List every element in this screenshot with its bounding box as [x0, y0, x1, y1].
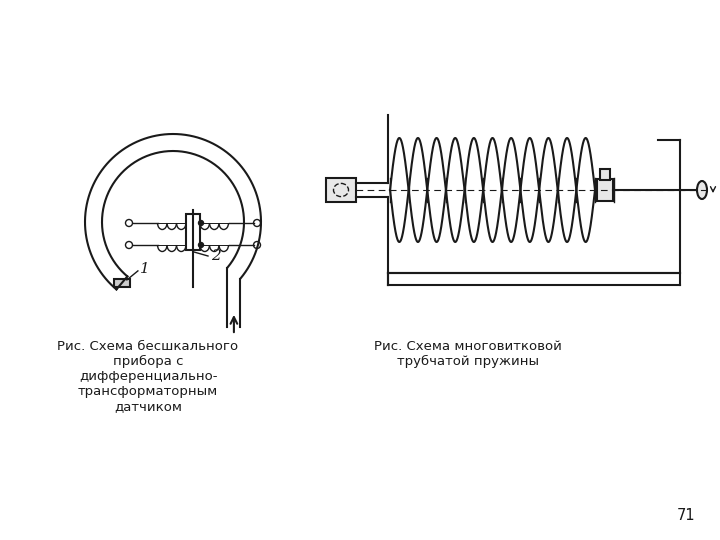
Bar: [600, 169, 610, 180]
Ellipse shape: [697, 181, 707, 199]
Bar: [186, 214, 200, 250]
Text: 71: 71: [676, 508, 695, 523]
Text: Рис. Схема многовитковой
трубчатой пружины: Рис. Схема многовитковой трубчатой пружи…: [374, 340, 562, 368]
Text: 2: 2: [211, 249, 221, 263]
Bar: [326, 178, 356, 202]
Text: Рис. Схема бесшкального
прибора с
дифференциально-
трансформаторным
датчиком: Рис. Схема бесшкального прибора с диффер…: [58, 340, 238, 413]
Circle shape: [199, 220, 204, 226]
Text: 1: 1: [140, 262, 150, 276]
Bar: [114, 279, 130, 287]
Circle shape: [199, 242, 204, 247]
Bar: [597, 179, 613, 201]
